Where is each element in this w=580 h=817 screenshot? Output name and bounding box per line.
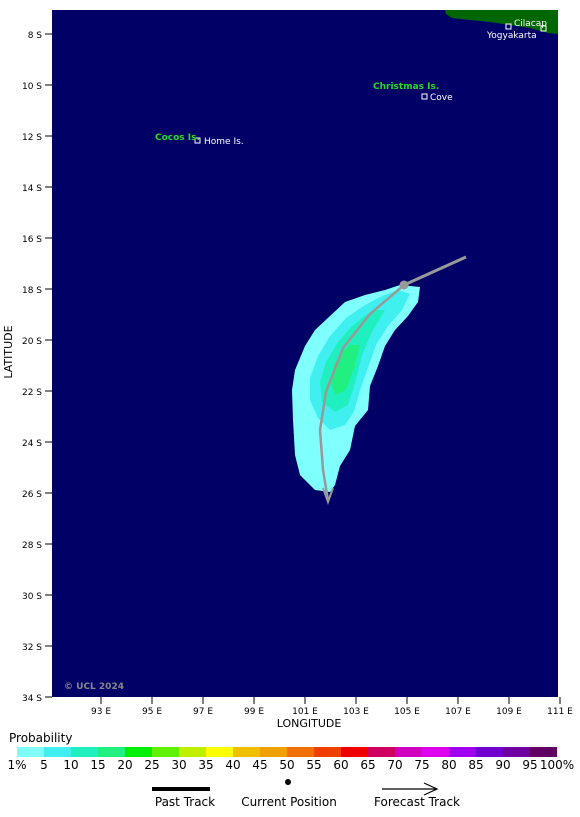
lon-tick-label: 99 E	[244, 707, 264, 717]
town-label: Cilacap	[514, 19, 547, 29]
x-axis-label: LONGITUDE	[277, 717, 342, 730]
lat-tick-label: 30 S	[22, 592, 42, 602]
forecast-track	[318, 284, 405, 501]
island-label: Christmas Is.	[373, 82, 439, 92]
lat-tick-label: 10 S	[22, 82, 42, 92]
lat-tick-label: 16 S	[22, 235, 42, 245]
town-label: Home Is.	[204, 137, 244, 147]
current-position-key	[285, 779, 291, 785]
legend-swatch	[206, 747, 233, 757]
legend-swatch	[179, 747, 206, 757]
past-track	[403, 255, 467, 287]
town-label: Cove	[430, 93, 453, 103]
legend-label: 25	[144, 758, 159, 772]
legend-swatch	[395, 747, 422, 757]
lat-tick-label: 32 S	[22, 643, 42, 653]
lat-tick-label: 24 S	[22, 439, 42, 449]
legend-swatch	[449, 747, 476, 757]
legend-label: 30	[171, 758, 186, 772]
forecast-track-key	[382, 782, 439, 796]
legend-swatch	[476, 747, 503, 757]
lat-tick-label: 14 S	[22, 184, 42, 194]
legend-label: 35	[198, 758, 213, 772]
legend-swatch	[287, 747, 314, 757]
island-label: Cocos Is.	[155, 133, 200, 143]
forecast-arrow	[322, 487, 334, 505]
legend-swatch	[44, 747, 71, 757]
lon-tick-label: 103 E	[343, 707, 369, 717]
legend-label: 45	[252, 758, 267, 772]
legend-swatch	[503, 747, 530, 757]
y-axis-label: LATITUDE	[2, 325, 15, 378]
legend-label: 70	[387, 758, 402, 772]
legend-label: 60	[333, 758, 348, 772]
lon-tick-label: 95 E	[142, 707, 162, 717]
lon-tick-label: 111 E	[547, 707, 573, 717]
lat-tick-label: 12 S	[22, 133, 42, 143]
lon-tick-label: 93 E	[91, 707, 111, 717]
copyright: © UCL 2024	[64, 682, 124, 692]
legend-title: Probability	[9, 731, 72, 745]
legend-label: 10	[63, 758, 78, 772]
legend-swatch	[17, 747, 44, 757]
lon-tick-label: 107 E	[445, 707, 471, 717]
legend-swatch	[341, 747, 368, 757]
legend-swatch	[233, 747, 260, 757]
legend-label: 40	[225, 758, 240, 772]
town-label: Yogyakarta	[486, 31, 537, 41]
lon-tick-label: 97 E	[193, 707, 213, 717]
legend-label: 85	[468, 758, 483, 772]
legend-label: 50	[279, 758, 294, 772]
legend-label: 90	[495, 758, 510, 772]
legend-label: 20	[117, 758, 132, 772]
legend-swatch	[71, 747, 98, 757]
legend-track: Past Track	[155, 795, 215, 809]
lat-tick-label: 22 S	[22, 388, 42, 398]
current-position	[399, 280, 409, 290]
lon-tick-label: 101 E	[292, 707, 318, 717]
legend-swatch	[152, 747, 179, 757]
legend-label: 80	[441, 758, 456, 772]
legend-swatch	[368, 747, 395, 757]
legend-label: 1%	[7, 758, 26, 772]
legend-swatch	[314, 747, 341, 757]
legend-swatch	[260, 747, 287, 757]
legend-swatch	[98, 747, 125, 757]
lat-tick-label: 18 S	[22, 286, 42, 296]
lon-tick-label: 109 E	[496, 707, 522, 717]
legend-label: 100%	[540, 758, 574, 772]
lat-tick-label: 26 S	[22, 490, 42, 500]
town-markers	[194, 23, 547, 144]
legend-label: 15	[90, 758, 105, 772]
legend-label: 55	[306, 758, 321, 772]
legend-swatch	[125, 747, 152, 757]
lat-tick-label: 20 S	[22, 337, 42, 347]
legend-swatch	[422, 747, 449, 757]
land	[445, 10, 558, 34]
legend-track: Current Position	[241, 795, 337, 809]
lat-tick-label: 28 S	[22, 541, 42, 551]
lat-tick-label: 8 S	[28, 31, 43, 41]
probability-area	[292, 285, 420, 492]
legend-track: Forecast Track	[374, 795, 460, 809]
lat-tick-label: 34 S	[22, 694, 42, 704]
lon-tick-label: 105 E	[394, 707, 420, 717]
legend-swatch	[530, 747, 557, 757]
legend-label: 65	[360, 758, 375, 772]
legend-label: 5	[40, 758, 48, 772]
legend-label: 95	[522, 758, 537, 772]
legend-label: 75	[414, 758, 429, 772]
